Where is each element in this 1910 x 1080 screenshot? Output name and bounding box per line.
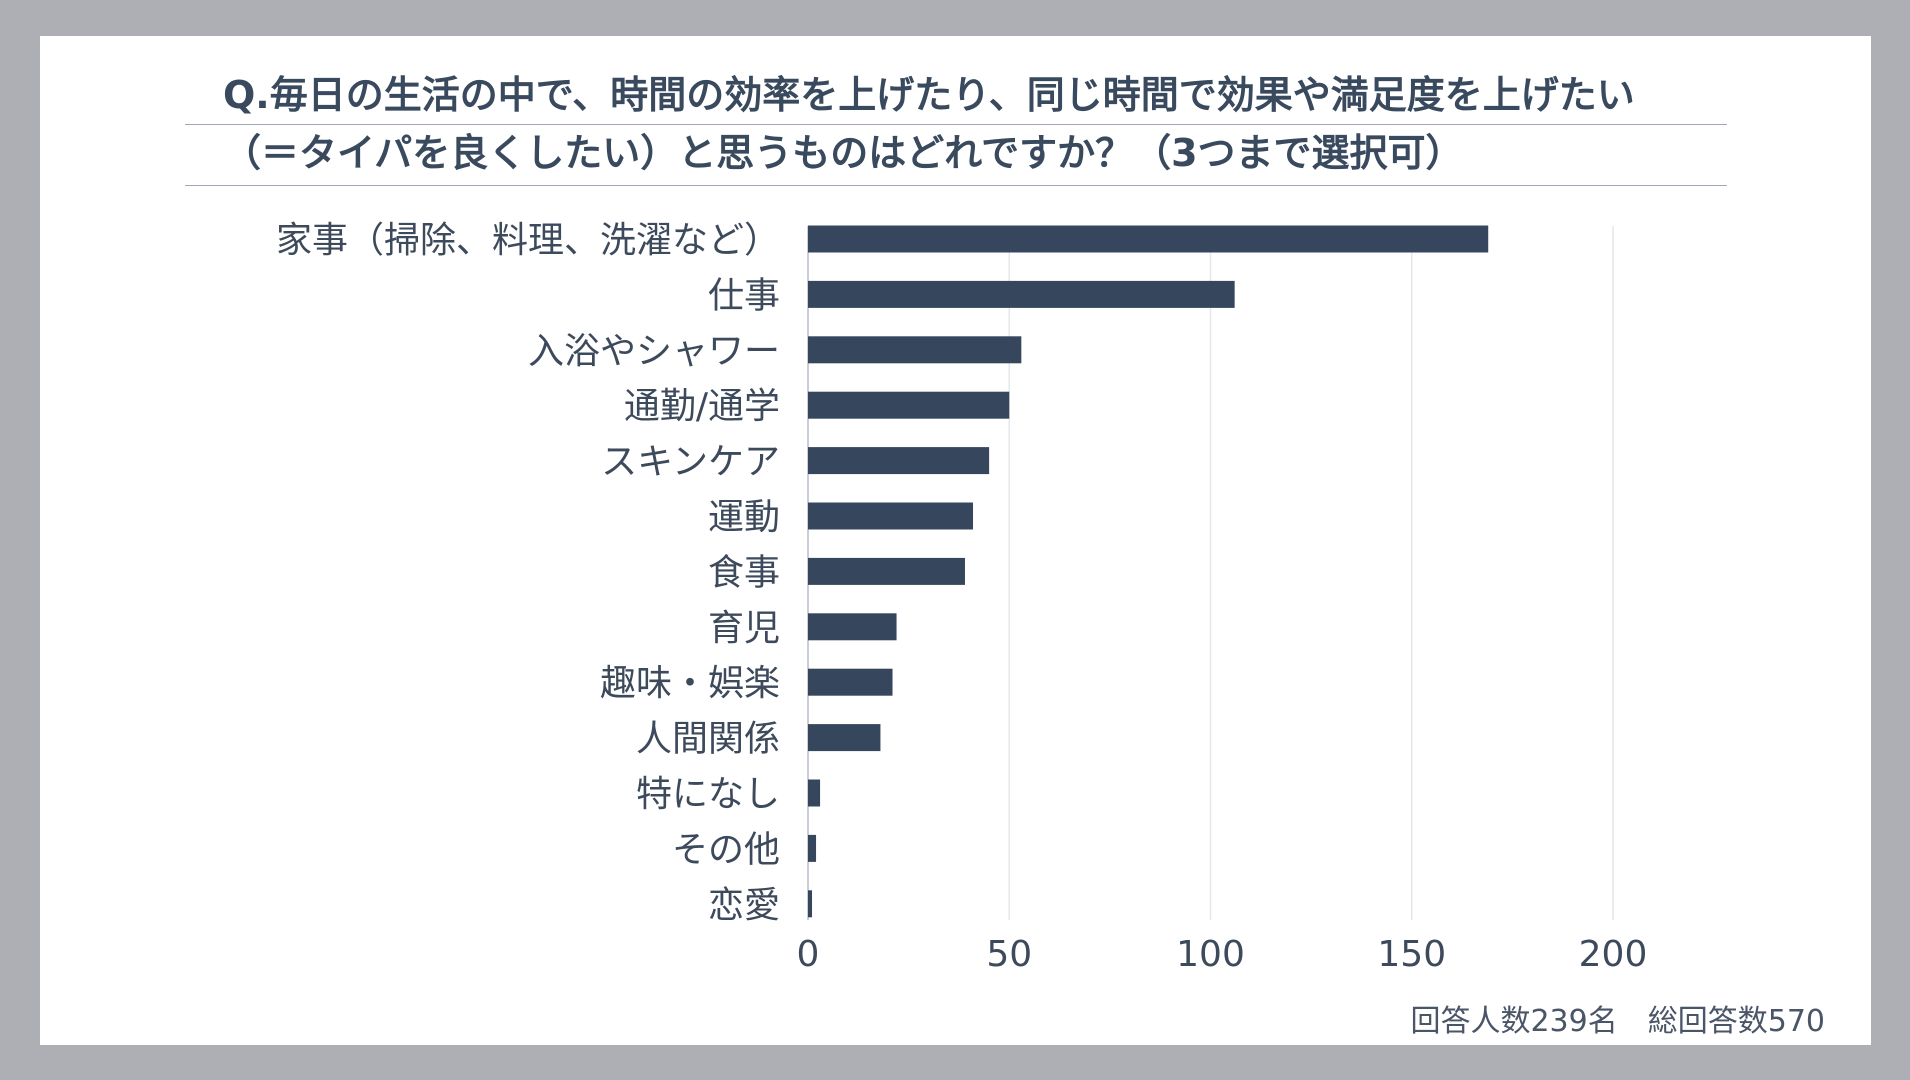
x-tick-label: 150 — [1377, 934, 1446, 975]
category-label: スキンケア — [601, 442, 780, 483]
bar — [808, 225, 1489, 253]
category-label: 通勤/通学 — [624, 386, 780, 427]
bar — [808, 779, 821, 807]
bar — [808, 668, 893, 696]
bar — [808, 834, 817, 862]
bar — [808, 391, 1010, 419]
bar — [808, 613, 897, 641]
bar — [808, 890, 813, 918]
bars — [808, 225, 1489, 918]
bar — [808, 557, 965, 585]
bar-chart: 家事（掃除、料理、洗濯など） 仕事入浴やシャワー通勤/通学スキンケア運動食事育児趣… — [276, 220, 1648, 975]
bar — [808, 336, 1022, 364]
category-labels: 家事（掃除、料理、洗濯など） 仕事入浴やシャワー通勤/通学スキンケア運動食事育児趣… — [276, 220, 780, 926]
title-divider — [185, 185, 1727, 186]
category-label: 趣味・娯楽 — [600, 663, 780, 704]
x-tick-label: 200 — [1579, 934, 1648, 975]
category-label: 家事（掃除、料理、洗濯など） — [276, 220, 780, 261]
category-label: 人間関係 — [636, 719, 780, 760]
category-label: その他 — [672, 829, 780, 870]
bar — [808, 502, 974, 530]
category-label: 恋愛 — [708, 885, 780, 926]
category-label: 仕事 — [708, 275, 780, 316]
bar — [808, 724, 881, 752]
title-divider — [185, 124, 1727, 125]
chart-panel: Q.毎日の生活の中で、時間の効率を上げたり、同じ時間で効果や満足度を上げたい （… — [40, 36, 1871, 1045]
chart-title-line-1: Q.毎日の生活の中で、時間の効率を上げたり、同じ時間で効果や満足度を上げたい — [223, 73, 1635, 117]
x-tick-label: 0 — [797, 934, 820, 975]
respondent-count-note: 回答人数239名 総回答数570 — [1410, 1004, 1825, 1039]
bar — [808, 447, 990, 475]
category-label: 食事 — [708, 552, 780, 593]
bar — [808, 280, 1235, 308]
category-label: 育児 — [708, 608, 780, 649]
x-tick-label: 50 — [986, 934, 1032, 975]
category-label: 特になし — [636, 774, 780, 815]
x-tick-label: 100 — [1176, 934, 1245, 975]
category-label: 入浴やシャワー — [528, 331, 780, 372]
x-axis-ticks: 0 50 100 150 200 — [797, 934, 1648, 975]
category-label: 運動 — [708, 497, 780, 538]
chart-title-line-2: （＝タイパを良くしたい）と思うものはどれですか？（3つまで選択可） — [223, 131, 1464, 175]
